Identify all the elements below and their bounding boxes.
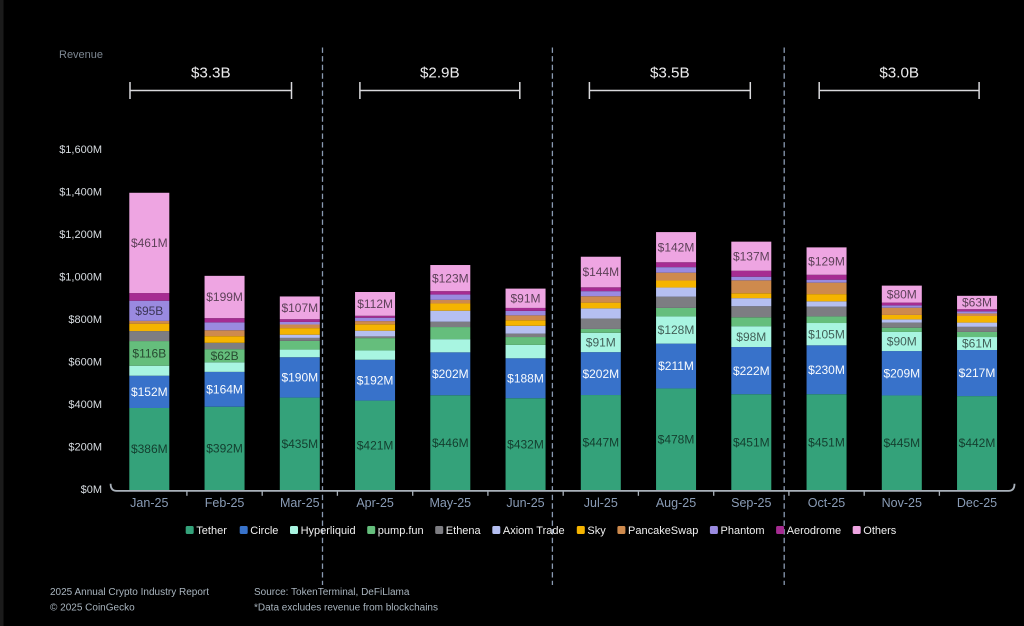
svg-text:$1,600M: $1,600M [59,144,102,156]
svg-text:$1,400M: $1,400M [59,187,102,199]
svg-text:$62B: $62B [211,349,239,363]
svg-text:$222M: $222M [733,364,770,378]
svg-text:Dec-25: Dec-25 [957,496,997,510]
svg-text:Oct-25: Oct-25 [808,496,846,510]
svg-text:Aug-25: Aug-25 [656,496,696,510]
svg-text:$199M: $199M [206,290,243,304]
svg-text:$123M: $123M [432,271,469,285]
svg-text:$90M: $90M [887,335,917,349]
svg-text:Others: Others [863,525,897,537]
svg-text:Jul-25: Jul-25 [584,496,618,510]
svg-text:$230M: $230M [808,363,845,377]
svg-text:$116B: $116B [132,347,166,361]
svg-text:$202M: $202M [582,367,619,381]
svg-text:$211M: $211M [658,359,694,373]
svg-text:$129M: $129M [808,254,845,268]
svg-text:$2.9B: $2.9B [420,65,460,82]
svg-text:$91M: $91M [586,336,616,350]
svg-text:$91M: $91M [510,292,540,306]
svg-text:Jun-25: Jun-25 [506,496,544,510]
svg-text:$451M: $451M [808,435,845,449]
svg-text:$3.5B: $3.5B [650,65,690,82]
svg-text:Source: TokenTerminal, DeFiLla: Source: TokenTerminal, DeFiLlama [254,587,410,598]
svg-text:Ethena: Ethena [446,525,482,537]
svg-text:$200M: $200M [68,442,102,454]
svg-text:$128M: $128M [658,323,695,337]
svg-text:May-25: May-25 [429,496,471,510]
svg-text:$217M: $217M [959,366,996,380]
svg-text:$461M: $461M [131,236,168,250]
svg-text:Phantom: Phantom [721,525,765,537]
svg-text:$164M: $164M [206,383,243,397]
svg-text:$190M: $190M [281,371,318,385]
svg-text:Sep-25: Sep-25 [731,496,771,510]
svg-text:$107M: $107M [281,301,318,315]
svg-text:$0M: $0M [81,484,102,496]
svg-text:$386M: $386M [131,442,168,456]
svg-text:$105M: $105M [808,327,845,341]
svg-text:*Data excludes revenue from bl: *Data excludes revenue from blockchains [254,603,438,614]
svg-text:$137M: $137M [733,249,770,263]
svg-text:Hyperliquid: Hyperliquid [301,525,356,537]
svg-text:$800M: $800M [68,314,102,326]
svg-text:$3.3B: $3.3B [191,65,231,82]
svg-text:Sky: Sky [587,525,606,537]
svg-text:PancakeSwap: PancakeSwap [628,525,698,537]
svg-text:Mar-25: Mar-25 [280,496,320,510]
svg-text:Axiom Trade: Axiom Trade [503,525,565,537]
svg-text:$435M: $435M [281,437,318,451]
svg-text:pump.fun: pump.fun [378,525,424,537]
svg-text:Revenue: Revenue [59,49,103,61]
svg-text:$478M: $478M [658,432,695,446]
svg-text:$442M: $442M [959,436,996,450]
svg-text:$1,200M: $1,200M [59,229,102,241]
svg-text:2025 Annual Crypto Industry Re: 2025 Annual Crypto Industry Report [50,587,209,598]
svg-text:$188M: $188M [507,372,544,386]
svg-text:$112M: $112M [357,297,393,311]
svg-text:$3.0B: $3.0B [879,65,919,82]
svg-text:$451M: $451M [733,435,770,449]
svg-text:$432M: $432M [507,437,544,451]
svg-text:Circle: Circle [250,525,278,537]
svg-text:$421M: $421M [357,439,394,453]
svg-text:$1,000M: $1,000M [59,272,102,284]
svg-text:$392M: $392M [206,442,243,456]
svg-text:$202M: $202M [432,367,469,381]
svg-text:$80M: $80M [887,287,917,301]
svg-text:$446M: $446M [432,436,469,450]
svg-text:$142M: $142M [658,240,695,254]
svg-text:© 2025 CoinGecko: © 2025 CoinGecko [50,603,135,614]
svg-text:$192M: $192M [357,373,394,387]
svg-text:Jan-25: Jan-25 [130,496,168,510]
svg-text:$98M: $98M [736,330,766,344]
svg-text:$144M: $144M [582,265,619,279]
svg-text:$152M: $152M [131,385,168,399]
svg-text:$63M: $63M [962,296,992,310]
svg-text:Tether: Tether [196,525,227,537]
svg-text:$600M: $600M [68,357,102,369]
svg-text:$95B: $95B [135,304,163,318]
svg-text:$400M: $400M [68,399,102,411]
svg-text:$209M: $209M [883,367,920,381]
svg-text:$447M: $447M [582,436,619,450]
svg-text:$445M: $445M [883,436,920,450]
svg-text:Apr-25: Apr-25 [356,496,394,510]
svg-text:$61M: $61M [962,337,992,351]
svg-text:Nov-25: Nov-25 [882,496,922,510]
svg-text:Aerodrome: Aerodrome [787,525,841,537]
svg-text:Feb-25: Feb-25 [205,496,245,510]
